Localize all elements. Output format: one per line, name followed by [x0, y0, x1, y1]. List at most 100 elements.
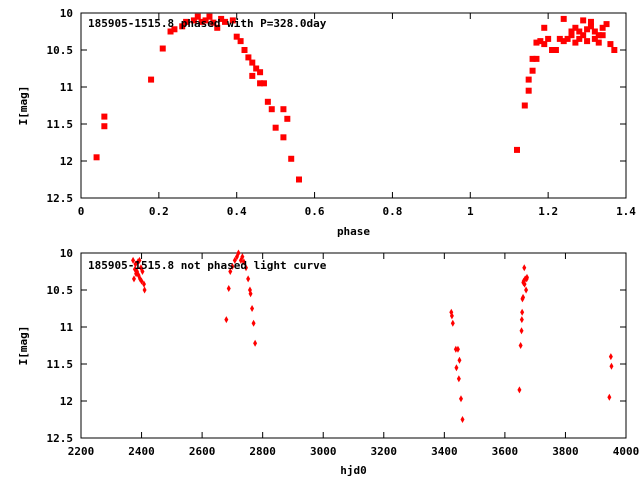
data-point: [591, 28, 598, 35]
x-axis-label: phase: [337, 225, 370, 238]
y-tick-label: 10: [60, 7, 73, 20]
unphased-light-curve-panel: 2200 2400 2600 2800 3000 3200 3400 3600 3800 4000…: [17, 247, 639, 477]
data-point: [456, 375, 461, 383]
data-point: [576, 35, 583, 42]
data-point: [244, 264, 249, 272]
data-point: [541, 41, 548, 48]
data-point: [514, 146, 520, 153]
data-point: [148, 76, 155, 83]
data-point: [580, 17, 587, 24]
data-point: [603, 21, 610, 28]
data-point: [549, 47, 556, 53]
data-point: [284, 115, 291, 122]
data-point: [232, 256, 237, 264]
data-point: [529, 67, 536, 74]
x-tick-label: 2200: [68, 445, 95, 458]
data-point: [280, 134, 287, 141]
data-point: [564, 35, 571, 42]
data-point: [229, 17, 236, 24]
x-tick-label: 0.8: [382, 205, 402, 218]
data-point: [458, 395, 463, 403]
data-point: [572, 39, 579, 46]
y-tick-label: 11.5: [47, 118, 74, 131]
data-point: [137, 256, 142, 264]
data-point: [248, 290, 253, 298]
data-point: [241, 47, 248, 53]
y-tick-label: 12: [60, 395, 73, 408]
data-point: [449, 312, 454, 320]
data-point: [272, 124, 279, 131]
data-point: [584, 38, 591, 45]
data-point: [288, 155, 295, 162]
data-point: [521, 102, 528, 109]
y-axis-label: I[mag]: [17, 86, 30, 126]
data-point: [198, 18, 205, 25]
data-point: [179, 23, 186, 30]
data-point: [253, 65, 260, 72]
data-point: [517, 386, 522, 394]
data-point: [552, 47, 559, 53]
data-point: [609, 362, 614, 370]
x-tick-label: 2600: [189, 445, 216, 458]
data-point: [226, 285, 231, 293]
x-tick-label: 2400: [128, 445, 155, 458]
data-point: [101, 113, 108, 120]
data-point: [454, 364, 459, 372]
data-point: [230, 262, 235, 270]
x-tick-label: 1.2: [538, 205, 558, 218]
data-point: [580, 32, 587, 39]
data-point: [101, 123, 108, 130]
y-tick-label: 11: [60, 81, 74, 94]
x-axis-label: hjd0: [340, 464, 367, 477]
data-point: [545, 35, 552, 42]
data-point: [253, 339, 258, 347]
data-point: [518, 342, 523, 349]
data-point: [250, 305, 255, 312]
data-point: [460, 416, 465, 423]
data-point: [568, 28, 575, 35]
data-point: [245, 54, 252, 61]
x-tick-label: 3800: [552, 445, 579, 458]
y-tick-label: 11: [60, 321, 74, 334]
chart-title: 185905-1515.8 phased with P=328.0day: [88, 17, 327, 30]
data-point: [533, 55, 540, 62]
x-tick-label: 0.2: [149, 205, 169, 218]
x-tick-label: 0.6: [305, 205, 325, 218]
data-point: [519, 327, 524, 335]
axis-ticks: 2200 2400 2600 2800 3000 3200 3400 3600 3800 4000…: [47, 247, 640, 458]
data-point: [611, 47, 618, 53]
data-point: [268, 106, 275, 113]
data-point: [131, 275, 136, 283]
data-point: [246, 275, 251, 283]
data-point: [529, 55, 536, 62]
data-point: [218, 15, 225, 22]
plot-frame: [80, 252, 627, 439]
y-tick-label: 12.5: [47, 432, 74, 445]
data-point: [139, 277, 144, 285]
data-point: [251, 319, 256, 327]
data-point: [190, 17, 197, 24]
data-point: [257, 80, 264, 87]
data-point: [607, 393, 612, 401]
data-point: [141, 280, 146, 288]
x-tick-label: 3400: [431, 445, 458, 458]
data-point: [524, 273, 529, 281]
data-point: [257, 69, 264, 76]
data-point: [457, 356, 462, 364]
data-points: [131, 249, 614, 423]
data-point: [142, 286, 147, 294]
data-point: [159, 45, 166, 52]
y-tick-label: 12.5: [47, 192, 74, 205]
data-point: [595, 39, 602, 46]
data-point: [533, 39, 540, 46]
data-point: [455, 345, 460, 353]
data-point: [240, 253, 245, 261]
data-point: [296, 176, 302, 183]
data-point: [93, 154, 100, 161]
data-point: [236, 249, 241, 257]
data-point: [131, 256, 136, 264]
data-point: [224, 316, 229, 324]
data-point: [228, 268, 233, 275]
data-point: [572, 24, 579, 31]
